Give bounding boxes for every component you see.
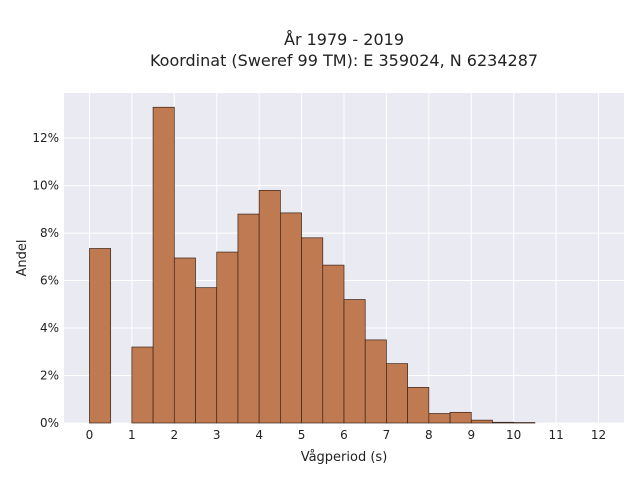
x-tick-label: 7 <box>383 428 391 442</box>
y-tick-label: 4% <box>40 321 59 335</box>
histogram-bar <box>322 264 345 424</box>
x-axis-label: Vågperiod (s) <box>301 450 388 465</box>
chart-title-line2: Koordinat (Sweref 99 TM): E 359024, N 62… <box>150 51 538 70</box>
histogram-bar <box>152 106 175 424</box>
histogram-bar <box>131 346 154 424</box>
x-tick-label: 2 <box>170 428 178 442</box>
x-tick-label: 0 <box>86 428 94 442</box>
histogram-bar <box>513 422 536 424</box>
histogram-bar <box>343 299 366 424</box>
y-tick-label: 0% <box>40 416 59 430</box>
histogram-bar <box>364 339 387 424</box>
bars <box>89 106 536 424</box>
y-tick-label: 10% <box>32 179 59 193</box>
x-tick-label: 9 <box>467 428 475 442</box>
x-tick-label: 1 <box>128 428 136 442</box>
y-tick-label: 2% <box>40 369 59 383</box>
histogram-bar <box>407 387 430 424</box>
histogram-bar <box>195 287 218 424</box>
x-tick-label: 10 <box>506 428 521 442</box>
x-axis-ticks: 0 1 2 3 4 5 6 7 8 9 10 11 12 <box>86 428 607 442</box>
histogram-bar <box>492 421 515 424</box>
x-tick-label: 5 <box>298 428 306 442</box>
histogram-bar <box>386 363 408 424</box>
histogram-bar <box>258 189 281 424</box>
histogram-bar <box>216 251 239 424</box>
y-axis-ticks: 0% 2% 4% 6% 8% 10% 12% <box>32 131 59 430</box>
x-tick-label: 12 <box>591 428 606 442</box>
x-tick-label: 4 <box>255 428 263 442</box>
histogram-bar <box>89 248 112 424</box>
histogram-bar <box>280 212 302 424</box>
y-tick-label: 8% <box>40 226 59 240</box>
y-tick-label: 12% <box>32 131 59 145</box>
histogram-bar <box>470 419 493 424</box>
histogram-bar <box>449 411 472 424</box>
x-tick-label: 6 <box>340 428 348 442</box>
histogram-bar <box>428 413 451 424</box>
histogram-bar <box>237 213 260 424</box>
y-axis-label: Andel <box>15 240 30 277</box>
x-tick-label: 11 <box>548 428 563 442</box>
chart-title-line1: År 1979 - 2019 <box>284 30 404 49</box>
x-tick-label: 8 <box>425 428 433 442</box>
histogram-bar <box>301 237 324 424</box>
y-tick-label: 6% <box>40 274 59 288</box>
x-tick-label: 3 <box>213 428 221 442</box>
histogram-bar <box>173 257 196 424</box>
